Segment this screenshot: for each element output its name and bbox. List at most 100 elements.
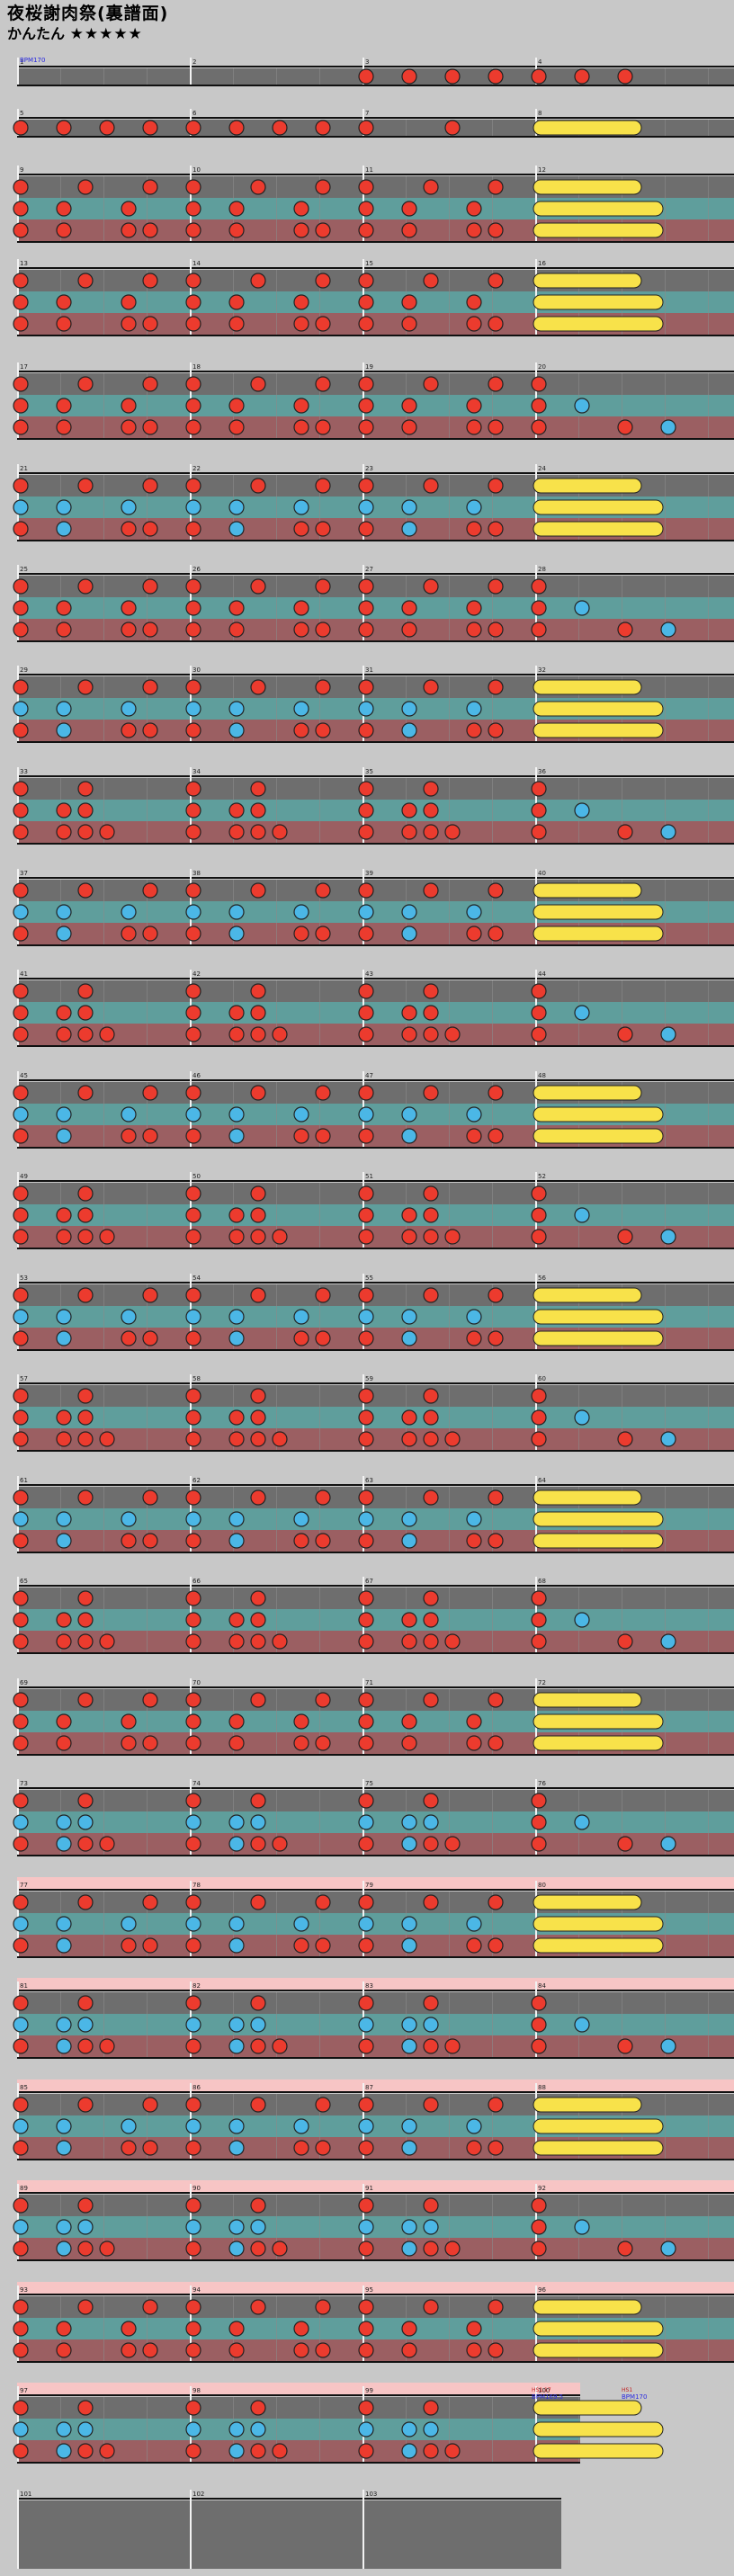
ka-note (228, 521, 245, 537)
don-note (77, 824, 94, 840)
don-note (401, 419, 417, 435)
don-note (250, 1793, 266, 1809)
ka-note (121, 1309, 137, 1325)
don-note (13, 478, 29, 494)
beat-line (319, 676, 320, 741)
ka-note (660, 622, 676, 638)
don-note (617, 1431, 633, 1447)
don-note (315, 419, 331, 435)
don-note (423, 1005, 439, 1021)
don-note (13, 1713, 29, 1730)
don-note (293, 316, 309, 332)
ka-note (401, 1533, 417, 1549)
don-note (121, 201, 137, 217)
difficulty-label: かんたん (7, 25, 66, 42)
don-note (250, 1005, 266, 1021)
don-note (272, 1026, 288, 1042)
don-note (250, 802, 266, 818)
don-note (77, 802, 94, 818)
don-note (142, 578, 158, 595)
don-note (444, 120, 461, 136)
don-note (142, 1489, 158, 1506)
don-note (13, 1937, 29, 1954)
measure-number: 87 (365, 2084, 373, 2091)
beat-line (147, 1790, 148, 1855)
don-note (358, 578, 374, 595)
beat-line (276, 1487, 277, 1552)
roll-note (533, 2421, 664, 2437)
don-note (250, 1894, 266, 1910)
beat-line (708, 980, 709, 1045)
measure-line (190, 2490, 192, 2569)
roll-note (533, 2321, 664, 2337)
don-note (77, 1590, 94, 1606)
measure-number: 37 (20, 870, 28, 877)
measure-number: 35 (365, 768, 373, 775)
beat-line (276, 1082, 277, 1147)
ka-note (660, 419, 676, 435)
don-note (444, 2038, 461, 2054)
lane (17, 1811, 734, 1833)
roll-note (533, 701, 664, 717)
don-note (250, 2038, 266, 2054)
don-note (466, 201, 482, 217)
beat-line (147, 980, 148, 1045)
beat-line (492, 1183, 493, 1248)
ka-note (660, 1633, 676, 1650)
ka-note (121, 904, 137, 920)
beat-line (492, 1487, 493, 1552)
ka-note (77, 2017, 94, 2033)
don-note (77, 1207, 94, 1223)
beat-line (276, 1790, 277, 1855)
don-note (358, 1287, 374, 1303)
don-note (142, 2097, 158, 2113)
don-note (531, 419, 547, 435)
don-note (185, 1489, 201, 1506)
don-note (185, 398, 201, 414)
lane (17, 1631, 734, 1652)
score-row: 53 54 55 56 (13, 1274, 734, 1351)
don-note (250, 1633, 266, 1650)
don-note (466, 1128, 482, 1144)
measure-number: 1 (20, 58, 23, 66)
roll-note (533, 273, 642, 289)
don-note (423, 179, 439, 195)
don-note (315, 222, 331, 238)
don-note (13, 781, 29, 797)
measure-number: 54 (192, 1275, 201, 1282)
row-bottom-rule (17, 2057, 734, 2059)
don-note (77, 2443, 94, 2459)
don-note (77, 2097, 94, 2113)
don-note (250, 781, 266, 797)
beat-line (708, 1487, 709, 1552)
don-note (358, 1026, 374, 1042)
beat-line (319, 176, 320, 241)
beat-line (147, 1892, 148, 1956)
row-bottom-rule (17, 85, 734, 86)
don-note (358, 398, 374, 414)
don-note (13, 2197, 29, 2214)
beat-line (708, 1689, 709, 1754)
lane (17, 2035, 734, 2057)
don-note (423, 2241, 439, 2257)
don-note (13, 1085, 29, 1101)
don-note (77, 1229, 94, 1245)
don-note (488, 2097, 504, 2113)
measure-number: 79 (365, 1882, 373, 1889)
don-note (531, 781, 547, 797)
difficulty-line: かんたん ★★★★★ (7, 25, 168, 43)
score-row: 45 46 47 48 (13, 1071, 734, 1149)
don-note (250, 1287, 266, 1303)
don-note (466, 521, 482, 537)
don-note (13, 1431, 29, 1447)
don-note (250, 2400, 266, 2416)
don-note (466, 1330, 482, 1346)
ka-note (56, 722, 72, 738)
beat-line (665, 1385, 666, 1450)
don-note (315, 478, 331, 494)
beat-line (449, 1588, 450, 1652)
beat-line (103, 1183, 104, 1248)
don-note (185, 1793, 201, 1809)
ka-note (56, 1309, 72, 1325)
measure-number: 47 (365, 1072, 373, 1079)
